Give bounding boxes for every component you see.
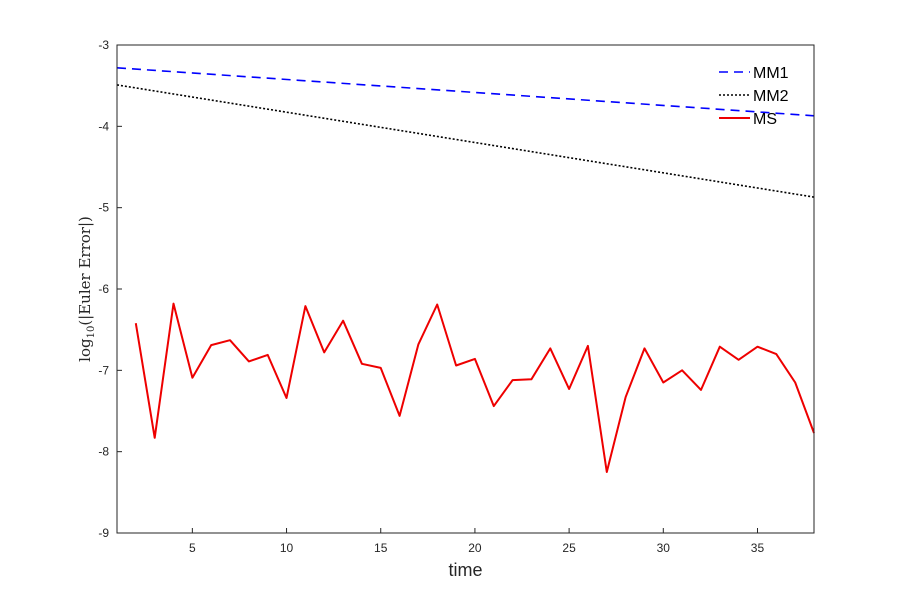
y-tick-label: -5 xyxy=(98,201,109,215)
x-axis-title: time xyxy=(448,560,482,580)
y-axis-title: log10(|Euler Error|) xyxy=(76,216,97,362)
y-axis-title-subscript: 10 xyxy=(86,326,97,339)
y-tick-label: -4 xyxy=(98,119,109,133)
y-axis-title-suffix: (|Euler Error|) xyxy=(76,216,94,326)
x-tick-label: 25 xyxy=(562,541,576,555)
y-tick-label: -8 xyxy=(98,445,109,459)
y-tick-label: -9 xyxy=(98,526,109,540)
y-tick-label: -7 xyxy=(98,363,109,377)
y-tick-label: -3 xyxy=(98,38,109,52)
x-tick-label: 30 xyxy=(657,541,671,555)
x-tick-label: 20 xyxy=(468,541,482,555)
series-mm1-line xyxy=(116,67,815,117)
legend-label-ms: MS xyxy=(753,111,777,128)
x-tick-label: 15 xyxy=(374,541,388,555)
x-axis: 5 10 15 20 25 30 35 xyxy=(189,528,764,555)
x-tick-label: 5 xyxy=(189,541,196,555)
legend-label-mm1: MM1 xyxy=(753,65,789,82)
plot-background xyxy=(117,45,814,533)
legend: MM1 MM2 MS xyxy=(719,65,789,128)
series-layer xyxy=(116,67,815,473)
y-tick-label: -6 xyxy=(98,282,109,296)
y-axis-title-prefix: log xyxy=(76,338,94,362)
y-axis: -9 -8 -7 -6 -5 -4 -3 xyxy=(98,38,122,540)
series-ms-line xyxy=(134,302,815,473)
legend-label-mm2: MM2 xyxy=(753,88,789,105)
x-tick-label: 10 xyxy=(280,541,294,555)
series-mm2-line xyxy=(116,84,815,198)
x-tick-label: 35 xyxy=(751,541,765,555)
